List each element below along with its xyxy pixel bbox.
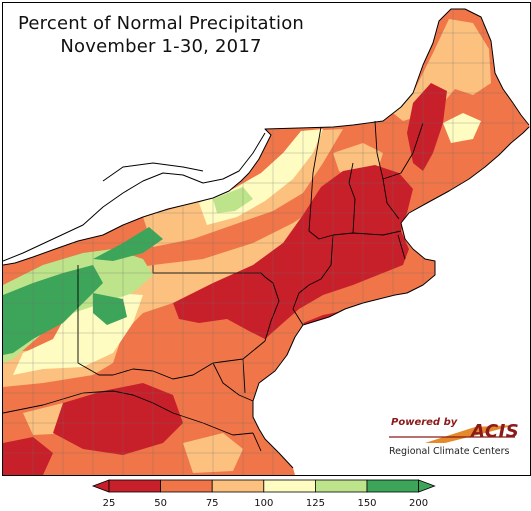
- legend-tick-label: 75: [205, 498, 219, 509]
- legend-tick-label: 100: [254, 498, 274, 509]
- great-lakes-shore: [3, 132, 266, 262]
- legend-swatch: [108, 479, 161, 493]
- precipitation-map: [3, 3, 530, 475]
- legend-bar: [91, 479, 436, 493]
- legend-arrow-high: [418, 479, 436, 493]
- legend-tick-label: 125: [305, 498, 325, 509]
- acis-logo: Powered by ACIS Regional Climate Centers: [385, 413, 525, 463]
- color-legend: 25 50 75 100 125 150 200: [0, 476, 531, 511]
- acis-name: ACIS: [471, 421, 520, 442]
- coastline: [3, 8, 530, 469]
- region-slightly-dry-maine: [393, 19, 491, 121]
- region-very-dry-southwest: [3, 437, 53, 475]
- map-title: Percent of Normal Precipitation: [17, 13, 305, 34]
- legend-arrow-low: [91, 479, 110, 493]
- legend-swatch: [160, 479, 213, 493]
- region-near-normal-maine-coast: [443, 113, 481, 143]
- map-frame: Percent of Normal Precipitation November…: [2, 2, 531, 476]
- legend-tick-label: 25: [102, 498, 116, 509]
- legend-swatch: [366, 479, 419, 493]
- region-wet-ohio: [93, 293, 127, 325]
- region-very-dry-virginia: [53, 383, 183, 455]
- legend-tick-label: 150: [357, 498, 377, 509]
- powered-by-label: Powered by: [391, 417, 458, 428]
- legend-swatch: [314, 479, 368, 493]
- legend-tick-label: 50: [154, 498, 167, 509]
- region-wet-erie: [93, 227, 163, 261]
- legend-swatch: [211, 479, 265, 493]
- acis-swoosh-icon: [389, 425, 515, 443]
- rcc-label: Regional Climate Centers: [389, 446, 510, 457]
- legend-swatch: [263, 479, 316, 493]
- region-very-dry-maine: [407, 83, 447, 171]
- map-date-range: November 1-30, 2017: [60, 36, 262, 57]
- legend-tick-label: 200: [409, 498, 429, 509]
- region-very-dry-core: [173, 165, 413, 339]
